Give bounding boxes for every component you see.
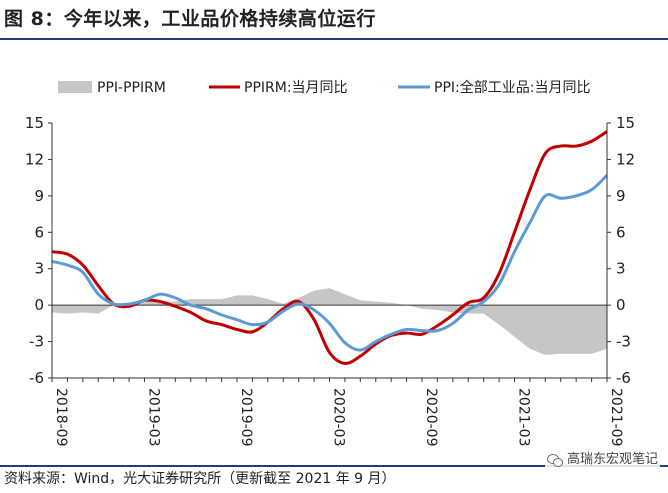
title-rule: [0, 38, 668, 40]
plot-area: [51, 130, 609, 365]
wechat-icon: [546, 453, 563, 467]
y-tick-label-left: 6: [34, 223, 44, 241]
y-tick-label-left: 3: [34, 260, 44, 278]
y-tick-label-right: 3: [616, 260, 626, 278]
watermark-label: 高瑞东宏观笔记: [566, 452, 658, 467]
line-chart: PPI-PPIRM PPIRM:当月同比 PPI:全部工业品:当月同比 -6 -3…: [25, 79, 635, 447]
y-axis-left: -6 -3 0 3 6 9 12 15: [25, 114, 53, 387]
y-tick-label-right: 9: [616, 187, 626, 205]
legend-label-ppirm: PPIRM:当月同比: [244, 80, 348, 96]
x-axis: 2018-09 2019-03 2019-09 2020-03 2020-09 2021-…: [51, 377, 624, 447]
source-note: 资料来源：Wind，光大证券研究所（更新截至 2021 年 9 月）: [4, 471, 396, 487]
y-tick-label-right: 15: [616, 114, 635, 132]
y-tick-label-right: 12: [616, 150, 635, 168]
chart-legend: PPI-PPIRM PPIRM:当月同比 PPI:全部工业品:当月同比: [58, 79, 590, 96]
figure-title: 图 8：今年以来，工业品价格持续高位运行: [4, 8, 376, 30]
y-tick-label-right: -3: [616, 333, 631, 351]
y-tick-label-right: 0: [616, 296, 626, 314]
series-ppi-line: [51, 174, 609, 352]
x-tick-label: 2021-09: [608, 388, 624, 447]
legend-swatch-ppi-ppirm: [58, 81, 92, 93]
y-tick-label-left: 15: [25, 114, 44, 132]
y-tick-label-left: -3: [29, 333, 44, 351]
x-tick-label: 2020-09: [423, 388, 439, 447]
legend-label-ppi-ppirm: PPI-PPIRM: [97, 80, 166, 96]
y-tick-label-left: 0: [34, 296, 44, 314]
footer-rule: [0, 465, 668, 467]
x-tick-label: 2020-03: [331, 388, 347, 447]
y-tick-label-right: -6: [616, 369, 631, 387]
y-tick-label-left: 9: [34, 187, 44, 205]
x-tick-label: 2019-09: [238, 388, 254, 447]
y-tick-label-left: 12: [25, 150, 44, 168]
x-tick-label: 2021-03: [516, 388, 532, 447]
x-tick-label: 2018-09: [53, 388, 69, 447]
y-tick-label-right: 6: [616, 223, 626, 241]
x-tick-label: 2019-03: [146, 388, 162, 447]
y-axis-right: -6 -3 0 3 6 9 12 15: [606, 114, 635, 387]
watermark: 高瑞东宏观笔记: [544, 449, 660, 471]
y-tick-label-left: -6: [29, 369, 44, 387]
legend-label-ppi: PPI:全部工业品:当月同比: [434, 79, 590, 96]
